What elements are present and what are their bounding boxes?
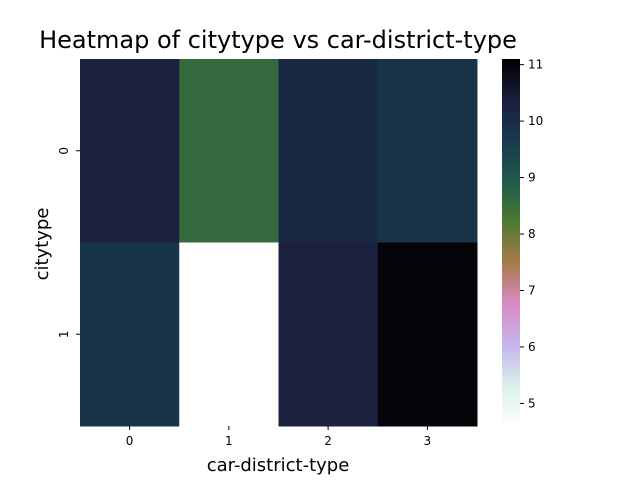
x-tick-label: 1	[225, 434, 233, 448]
y-axis-label: citytype	[32, 208, 53, 281]
colorbar	[502, 59, 520, 426]
colorbar-tick-label: 6	[528, 340, 536, 354]
colorbar-tick-label: 8	[528, 227, 536, 241]
heatmap-cell	[278, 242, 379, 427]
colorbar-tick-label: 5	[528, 396, 536, 410]
x-axis-ticks: 0 1 2 3	[126, 426, 431, 448]
colorbar-tick-label: 9	[528, 171, 536, 185]
colorbar-tick-label: 11	[528, 58, 543, 72]
heatmap-cell	[80, 59, 180, 243]
x-axis-label: car-district-type	[207, 455, 350, 476]
y-axis-ticks: 01	[57, 147, 80, 338]
colorbar-tick-label: 7	[528, 283, 536, 297]
heatmap-cell	[179, 242, 279, 427]
x-tick-label: 2	[324, 434, 332, 448]
chart-title: Heatmap of citytype vs car-district-type	[39, 26, 517, 54]
y-tick-label: 1	[57, 330, 71, 338]
heatmap-cell	[80, 242, 180, 427]
heatmap-cell	[377, 242, 478, 427]
colorbar-tick-label: 10	[528, 114, 543, 128]
heatmap-cell	[278, 59, 379, 243]
x-tick-label: 3	[424, 434, 432, 448]
colorbar-ticks: 5 6 7 8 9 10 11	[520, 58, 543, 410]
heatmap-cell	[377, 59, 478, 243]
heatmap-cells	[80, 59, 478, 427]
x-tick-label: 0	[126, 434, 134, 448]
y-tick-label: 0	[57, 147, 71, 155]
heatmap-cell	[179, 59, 279, 243]
